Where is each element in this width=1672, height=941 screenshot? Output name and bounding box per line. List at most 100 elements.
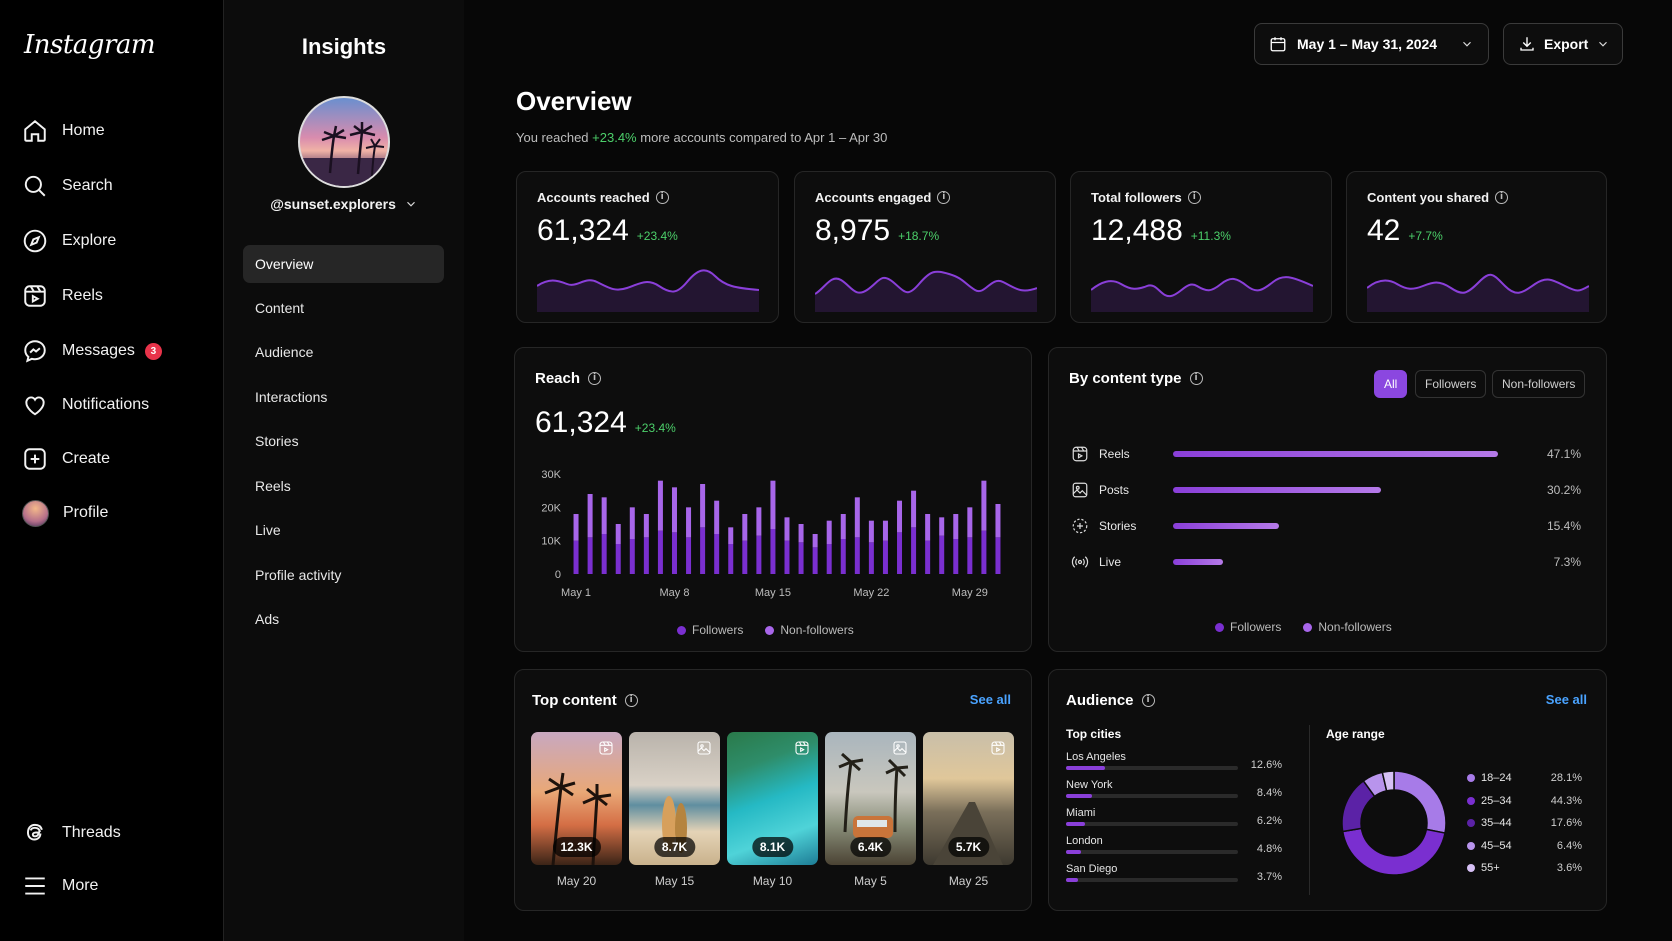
nav-item-reels[interactable]: Reels <box>22 276 212 316</box>
reach-bar-followers <box>995 537 1001 574</box>
insights-menu-profile-activity[interactable]: Profile activity <box>255 567 342 583</box>
reach-bar-followers <box>939 535 945 574</box>
age-pct: 28.1% <box>1550 772 1582 784</box>
reach-bar-followers <box>756 535 762 574</box>
top-content-thumbnail[interactable]: 12.3K <box>531 732 622 865</box>
stat-card-accounts-engaged[interactable]: Accounts engaged i 8,975 +18.7% <box>794 171 1056 323</box>
nav-item-profile[interactable]: Profile <box>22 493 212 533</box>
top-content-thumbnail[interactable]: 6.4K <box>825 732 916 865</box>
nav-label-notifications: Notifications <box>62 396 150 413</box>
city-pct: 3.7% <box>1256 871 1282 883</box>
reach-bar-followers <box>826 544 832 574</box>
reels-icon <box>24 285 46 307</box>
y-tick-label: 30K <box>541 469 561 481</box>
date-range-label: May 1 – May 31, 2024 <box>1297 36 1438 52</box>
reach-bar-non-followers <box>587 494 593 538</box>
nav-label-threads: Threads <box>62 824 121 841</box>
nav-item-notifications[interactable]: Notifications <box>22 385 212 425</box>
insights-menu-overview[interactable]: Overview <box>243 245 444 283</box>
tab-non-followers[interactable]: Non-followers <box>1492 370 1586 398</box>
city-bar-fill <box>1066 822 1086 826</box>
account-switcher[interactable]: @sunset.explorers <box>224 196 464 212</box>
insights-main: May 1 – May 31, 2024 Export Overview You… <box>464 0 1672 941</box>
reach-bar-non-followers <box>671 487 677 533</box>
content-type-title: By content type i <box>1069 370 1203 387</box>
reach-bar-non-followers <box>882 520 888 541</box>
x-tick-label: May 22 <box>853 587 889 599</box>
nav-item-more[interactable]: More <box>22 866 212 906</box>
info-icon[interactable]: i <box>1189 372 1203 385</box>
content-type-label: Live <box>1099 555 1122 569</box>
reach-bar-non-followers <box>770 480 776 529</box>
heart-icon <box>25 396 45 416</box>
reach-bar-followers <box>840 539 846 574</box>
nav-item-home[interactable]: Home <box>22 111 212 151</box>
nav-label-more: More <box>62 877 99 894</box>
city-pct: 6.2% <box>1256 815 1282 827</box>
top-content-date: May 5 <box>854 874 887 888</box>
info-icon[interactable]: i <box>937 191 951 204</box>
insights-menu-reels[interactable]: Reels <box>255 478 291 494</box>
export-button[interactable]: Export <box>1503 23 1623 65</box>
city-row: Miami 6.2% <box>1066 807 1282 833</box>
audience-see-all-link[interactable]: See all <box>1545 692 1587 707</box>
top-content-title-text: Top content <box>532 692 617 709</box>
stat-card-total-followers[interactable]: Total followers i 12,488 +11.3% <box>1070 171 1332 323</box>
info-icon[interactable]: i <box>588 372 602 385</box>
insights-menu-interactions[interactable]: Interactions <box>255 389 328 405</box>
stat-card-accounts-reached[interactable]: Accounts reached i 61,324 +23.4% <box>516 171 779 323</box>
reels-icon <box>1072 446 1088 462</box>
city-pct: 12.6% <box>1250 759 1282 771</box>
instagram-logo[interactable]: Instagram <box>24 30 156 60</box>
age-row: 45–54 6.4% <box>1467 840 1582 858</box>
nav-label-search: Search <box>62 177 113 194</box>
stat-card-content-shared[interactable]: Content you shared i 42 +7.7% <box>1346 171 1607 323</box>
content-type-bar-fill <box>1173 523 1280 529</box>
info-icon[interactable]: i <box>1141 694 1155 707</box>
reach-delta: +23.4% <box>634 421 676 435</box>
account-handle: @sunset.explorers <box>270 196 396 212</box>
info-icon[interactable]: i <box>624 694 638 707</box>
reach-bar-non-followers <box>939 517 945 536</box>
insights-menu-content[interactable]: Content <box>255 300 305 316</box>
image-icon <box>1072 482 1088 498</box>
top-content-thumbnail[interactable]: 8.7K <box>629 732 720 865</box>
age-donut-slice <box>1381 770 1395 792</box>
overview-summary: You reached +23.4% more accounts compare… <box>516 130 887 145</box>
reach-bar-non-followers <box>840 514 846 539</box>
reach-value-row: 61,324 +23.4% <box>535 406 676 440</box>
messages-badge: 3 <box>144 342 162 360</box>
city-name: Miami <box>1066 807 1096 819</box>
nav-item-messages[interactable]: Messages 3 <box>22 331 212 371</box>
city-name: London <box>1066 835 1103 847</box>
top-content-thumbnail[interactable]: 8.1K <box>727 732 818 865</box>
reach-bar-non-followers <box>728 527 734 544</box>
reach-bar-followers <box>967 537 973 574</box>
nav-item-explore[interactable]: Explore <box>22 221 212 261</box>
palm-tree-image <box>544 772 612 865</box>
tab-all[interactable]: All <box>1374 370 1408 398</box>
profile-avatar[interactable] <box>298 96 390 188</box>
insights-menu-live[interactable]: Live <box>255 522 281 538</box>
top-content-thumbnail[interactable]: 5.7K <box>923 732 1014 865</box>
compass-icon <box>23 229 47 253</box>
info-icon[interactable]: i <box>1495 191 1509 204</box>
stat-value: 8,975 <box>815 214 891 247</box>
stat-label: Accounts engaged i <box>815 190 951 205</box>
insights-menu-stories[interactable]: Stories <box>255 433 299 449</box>
age-donut-slice <box>1393 770 1447 834</box>
insights-menu-ads[interactable]: Ads <box>255 611 280 627</box>
age-donut-slice <box>1341 827 1446 876</box>
city-name: Los Angeles <box>1066 751 1126 763</box>
info-icon[interactable]: i <box>655 191 669 204</box>
nav-item-threads[interactable]: Threads <box>22 813 212 853</box>
info-icon[interactable]: i <box>1187 191 1201 204</box>
reach-bar-non-followers <box>601 497 607 534</box>
insights-menu-audience[interactable]: Audience <box>255 344 314 360</box>
top-content-see-all-link[interactable]: See all <box>969 692 1011 707</box>
nav-item-create[interactable]: Create <box>22 439 212 479</box>
date-range-picker[interactable]: May 1 – May 31, 2024 <box>1254 23 1489 65</box>
tab-followers[interactable]: Followers <box>1415 370 1487 398</box>
nav-item-search[interactable]: Search <box>22 166 212 206</box>
